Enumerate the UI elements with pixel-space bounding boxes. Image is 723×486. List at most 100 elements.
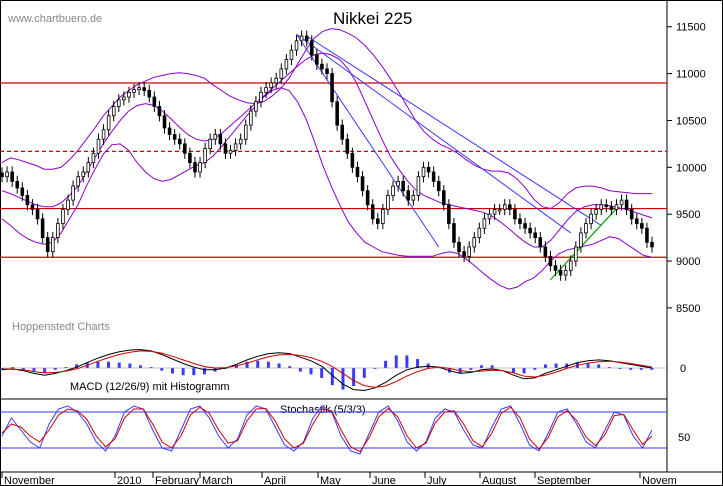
candle-body bbox=[624, 199, 629, 210]
candle-body bbox=[15, 180, 20, 189]
candle-body bbox=[56, 223, 60, 239]
bollinger-upper bbox=[1, 28, 652, 210]
trendline-shallow bbox=[306, 35, 602, 226]
candle-body bbox=[650, 241, 654, 248]
chart-title: Nikkei 225 bbox=[333, 9, 412, 28]
candle-body bbox=[447, 204, 451, 224]
candle-body bbox=[568, 260, 573, 271]
candle-body bbox=[45, 237, 50, 253]
candle-body bbox=[543, 246, 548, 257]
candle-body bbox=[538, 237, 543, 248]
candle-body bbox=[228, 150, 233, 154]
candle-body bbox=[563, 269, 568, 276]
candle-body bbox=[548, 255, 553, 267]
x-tick-label: September bbox=[537, 475, 591, 486]
watermark: www.chartbuero.de bbox=[7, 13, 102, 25]
candle-body bbox=[122, 96, 126, 101]
candle-body bbox=[528, 227, 532, 234]
candle-body bbox=[431, 171, 436, 182]
candle-body bbox=[574, 246, 578, 262]
candle-body bbox=[467, 246, 471, 257]
y-tick-label: 9500 bbox=[676, 209, 700, 221]
candle-body bbox=[609, 206, 614, 210]
candle-body bbox=[264, 87, 268, 93]
candle-body bbox=[71, 185, 75, 201]
candle-body bbox=[452, 223, 456, 243]
candle-body bbox=[553, 265, 558, 271]
candle-body bbox=[645, 227, 649, 243]
trendline-mid bbox=[296, 33, 572, 234]
candle-body bbox=[5, 171, 9, 178]
candle-body bbox=[462, 251, 466, 257]
x-tick-label: May bbox=[320, 475, 341, 486]
candle-body bbox=[218, 134, 223, 145]
candle-body bbox=[497, 209, 502, 212]
candle-body bbox=[198, 162, 202, 173]
x-tick-label: November bbox=[4, 475, 55, 486]
candle-body bbox=[614, 204, 619, 210]
x-tick-label: July bbox=[427, 475, 447, 486]
candle-body bbox=[183, 143, 187, 154]
candle-body bbox=[20, 187, 25, 196]
candle-body bbox=[579, 232, 583, 248]
candle-body bbox=[101, 129, 106, 140]
candle-body bbox=[40, 218, 45, 239]
y-tick-label: 10000 bbox=[676, 162, 707, 174]
candle-body bbox=[167, 127, 172, 135]
candle-body bbox=[502, 204, 507, 210]
candle-body bbox=[375, 218, 380, 224]
candle-body bbox=[396, 180, 400, 187]
candle-body bbox=[487, 213, 492, 220]
candle-body bbox=[111, 106, 116, 117]
candle-body bbox=[406, 190, 411, 201]
candle-body bbox=[162, 115, 167, 129]
candle-body bbox=[416, 176, 421, 196]
candle-body bbox=[335, 101, 339, 126]
candle-body bbox=[492, 209, 497, 215]
candle-body bbox=[325, 68, 329, 74]
candle-body bbox=[558, 269, 563, 276]
candle-body bbox=[391, 185, 395, 196]
macd-signal-line bbox=[1, 350, 653, 388]
candle-body bbox=[320, 63, 324, 70]
candle-body bbox=[315, 54, 319, 65]
candle-body bbox=[127, 91, 131, 98]
candle-body bbox=[0, 172, 4, 178]
candle-body bbox=[238, 138, 243, 145]
candle-body bbox=[76, 176, 80, 187]
candle-body bbox=[340, 124, 345, 140]
candle-body bbox=[147, 90, 152, 98]
macd-label: MACD (12/26/9) mit Histogramm bbox=[70, 381, 230, 393]
x-tick-label: June bbox=[372, 475, 396, 486]
y-tick-label: 11500 bbox=[676, 22, 706, 34]
candle-body bbox=[513, 209, 517, 220]
x-tick-label: Novem bbox=[642, 475, 677, 486]
source-label: Hoppenstedt Charts bbox=[12, 321, 110, 333]
x-tick-label: February bbox=[155, 475, 200, 486]
candle-body bbox=[350, 152, 355, 168]
candle-body bbox=[188, 152, 192, 164]
candle-body bbox=[381, 209, 385, 224]
bollinger-lower bbox=[1, 87, 653, 290]
stoch-50-label: 50 bbox=[678, 432, 690, 444]
candle-body bbox=[518, 218, 522, 224]
candle-body bbox=[426, 166, 431, 173]
candle-body bbox=[436, 180, 441, 192]
macd-line bbox=[1, 349, 653, 392]
candle-body bbox=[289, 49, 294, 60]
x-tick-label: April bbox=[264, 475, 286, 486]
candle-body bbox=[634, 218, 639, 224]
candle-body bbox=[10, 171, 14, 182]
trendline-green bbox=[549, 208, 617, 281]
candle-body bbox=[299, 35, 304, 42]
candle-body bbox=[370, 204, 375, 220]
candle-body bbox=[233, 143, 238, 151]
candle-body bbox=[523, 223, 527, 229]
candle-body bbox=[294, 40, 299, 51]
candle-body bbox=[152, 96, 157, 107]
trendline-steep bbox=[296, 33, 440, 248]
candle-body bbox=[243, 124, 248, 140]
candle-body bbox=[594, 209, 598, 215]
candle-body bbox=[259, 91, 263, 103]
